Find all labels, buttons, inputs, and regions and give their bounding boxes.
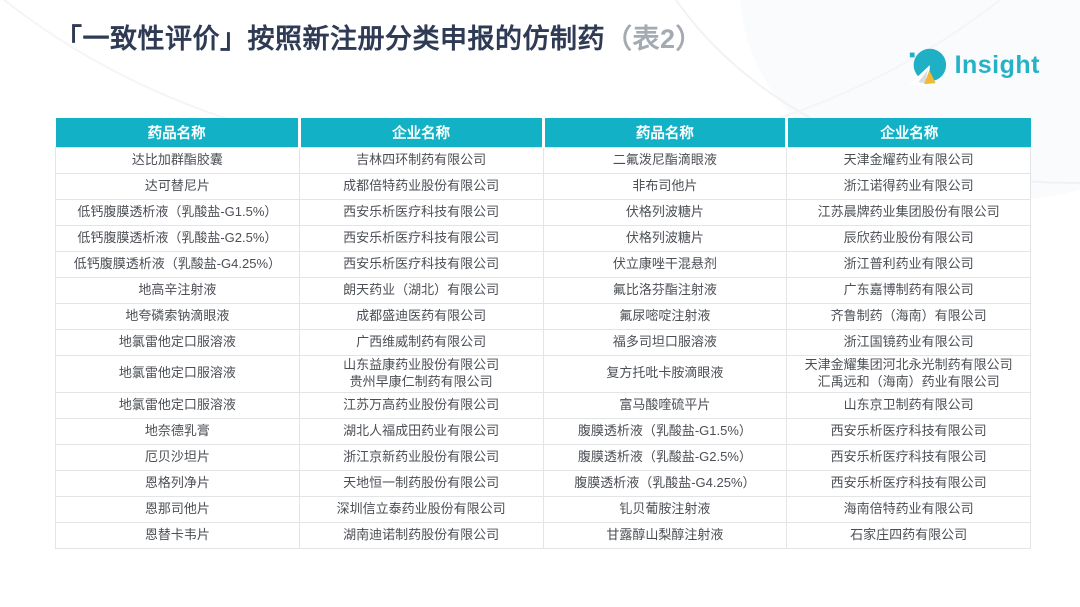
- drug-name-cell: 伏格列波糖片: [542, 199, 788, 226]
- company-name-cell: 海南倍特药业有限公司: [786, 495, 1031, 523]
- drug-name-cell: 腹膜透析液（乳酸盐-G4.25%）: [542, 469, 788, 497]
- page-header: 「一致性评价」按照新注册分类申报的仿制药（表2） Insight: [55, 22, 1040, 86]
- company-name-cell: 朗天药业（湖北）有限公司: [298, 277, 544, 304]
- table-row: 恩那司他片 深圳信立泰药业股份有限公司 钆贝葡胺注射液 海南倍特药业有限公司: [55, 495, 1031, 523]
- drug-name-cell: 伏格列波糖片: [542, 225, 788, 252]
- brand-logo: Insight: [906, 44, 1040, 86]
- company-name-cell: 深圳信立泰药业股份有限公司: [298, 495, 544, 523]
- drug-name-cell: 伏立康唑干混悬剂: [542, 251, 788, 278]
- company-name-cell: 西安乐析医疗科技有限公司: [786, 443, 1031, 471]
- table-row: 达比加群酯胶囊 吉林四环制药有限公司 二氟泼尼酯滴眼液 天津金耀药业有限公司: [55, 147, 1031, 174]
- drug-name-cell: 地氯雷他定口服溶液: [55, 391, 300, 419]
- table-row: 地夸磷索钠滴眼液 成都盛迪医药有限公司 氟尿嘧啶注射液 齐鲁制药（海南）有限公司: [55, 303, 1031, 330]
- company-name-cell: 吉林四环制药有限公司: [298, 147, 544, 174]
- drug-name-cell: 腹膜透析液（乳酸盐-G2.5%）: [542, 443, 788, 471]
- generic-drugs-table-container: 药品名称 企业名称 药品名称 企业名称 达比加群酯胶囊 吉林四环制药有限公司 二…: [55, 118, 1031, 549]
- drug-name-cell: 地夸磷索钠滴眼液: [55, 303, 300, 330]
- drug-name-cell: 低钙腹膜透析液（乳酸盐-G2.5%）: [55, 225, 300, 252]
- table-row: 地氯雷他定口服溶液 江苏万高药业股份有限公司 富马酸喹硫平片 山东京卫制药有限公…: [55, 391, 1031, 419]
- company-name-cell: 西安乐析医疗科技有限公司: [786, 417, 1031, 445]
- company-name-cell: 浙江京新药业股份有限公司: [298, 443, 544, 471]
- column-header-company-name-right: 企业名称: [786, 118, 1031, 148]
- company-name-cell: 江苏万高药业股份有限公司: [298, 391, 544, 419]
- company-name-cell: 浙江国镜药业有限公司: [786, 329, 1031, 356]
- company-name-cell: 西安乐析医疗科技有限公司: [298, 251, 544, 278]
- table-row: 低钙腹膜透析液（乳酸盐-G4.25%） 西安乐析医疗科技有限公司 伏立康唑干混悬…: [55, 251, 1031, 278]
- company-name-cell: 天地恒一制药股份有限公司: [298, 469, 544, 497]
- drug-name-cell: 地氯雷他定口服溶液: [55, 355, 300, 393]
- company-name-cell: 江苏晨牌药业集团股份有限公司: [786, 199, 1031, 226]
- company-name-cell: 西安乐析医疗科技有限公司: [298, 199, 544, 226]
- company-name-cell: 广西维威制药有限公司: [298, 329, 544, 356]
- company-name-cell: 浙江普利药业有限公司: [786, 251, 1031, 278]
- company-name-cell: 天津金耀集团河北永光制药有限公司 汇禹远和（海南）药业有限公司: [786, 355, 1031, 393]
- drug-name-cell: 厄贝沙坦片: [55, 443, 300, 471]
- company-name-cell: 成都盛迪医药有限公司: [298, 303, 544, 330]
- table-body: 达比加群酯胶囊 吉林四环制药有限公司 二氟泼尼酯滴眼液 天津金耀药业有限公司 达…: [55, 147, 1031, 549]
- drug-name-cell: 恩那司他片: [55, 495, 300, 523]
- company-name-cell: 辰欣药业股份有限公司: [786, 225, 1031, 252]
- table-row: 地奈德乳膏 湖北人福成田药业有限公司 腹膜透析液（乳酸盐-G1.5%） 西安乐析…: [55, 417, 1031, 445]
- drug-name-cell: 氟比洛芬酯注射液: [542, 277, 788, 304]
- company-name-cell: 浙江诺得药业有限公司: [786, 173, 1031, 200]
- page-title-suffix: （表2）: [605, 24, 704, 54]
- brand-name: Insight: [954, 50, 1040, 79]
- drug-name-cell: 达可替尼片: [55, 173, 300, 200]
- table-row: 低钙腹膜透析液（乳酸盐-G1.5%） 西安乐析医疗科技有限公司 伏格列波糖片 江…: [55, 199, 1031, 226]
- company-name-cell: 成都倍特药业股份有限公司: [298, 173, 544, 200]
- table-row: 恩替卡韦片 湖南迪诺制药股份有限公司 甘露醇山梨醇注射液 石家庄四药有限公司: [55, 521, 1031, 549]
- company-name-cell: 天津金耀药业有限公司: [786, 147, 1031, 174]
- drug-name-cell: 二氟泼尼酯滴眼液: [542, 147, 788, 174]
- drug-name-cell: 复方托吡卡胺滴眼液: [542, 355, 788, 393]
- drug-name-cell: 腹膜透析液（乳酸盐-G1.5%）: [542, 417, 788, 445]
- company-name-cell: 湖北人福成田药业有限公司: [298, 417, 544, 445]
- drug-name-cell: 氟尿嘧啶注射液: [542, 303, 788, 330]
- drug-name-cell: 低钙腹膜透析液（乳酸盐-G4.25%）: [55, 251, 300, 278]
- drug-name-cell: 低钙腹膜透析液（乳酸盐-G1.5%）: [55, 199, 300, 226]
- company-name-cell: 石家庄四药有限公司: [786, 521, 1031, 549]
- drug-name-cell: 非布司他片: [542, 173, 788, 200]
- table-row: 厄贝沙坦片 浙江京新药业股份有限公司 腹膜透析液（乳酸盐-G2.5%） 西安乐析…: [55, 443, 1031, 471]
- company-name-cell: 西安乐析医疗科技有限公司: [786, 469, 1031, 497]
- table-row: 恩格列净片 天地恒一制药股份有限公司 腹膜透析液（乳酸盐-G4.25%） 西安乐…: [55, 469, 1031, 497]
- table-header: 药品名称 企业名称 药品名称 企业名称: [55, 118, 1031, 148]
- drug-name-cell: 恩格列净片: [55, 469, 300, 497]
- drug-name-cell: 富马酸喹硫平片: [542, 391, 788, 419]
- drug-name-cell: 甘露醇山梨醇注射液: [542, 521, 788, 549]
- column-header-drug-name-right: 药品名称: [543, 118, 789, 148]
- company-name-cell: 广东嘉博制药有限公司: [786, 277, 1031, 304]
- table-row: 低钙腹膜透析液（乳酸盐-G2.5%） 西安乐析医疗科技有限公司 伏格列波糖片 辰…: [55, 225, 1031, 252]
- drug-name-cell: 达比加群酯胶囊: [55, 147, 300, 174]
- drug-name-cell: 福多司坦口服溶液: [542, 329, 788, 356]
- column-header-drug-name-left: 药品名称: [55, 118, 301, 148]
- table-header-row: 药品名称 企业名称 药品名称 企业名称: [55, 118, 1031, 148]
- column-header-company-name-left: 企业名称: [299, 118, 545, 148]
- company-name-cell: 湖南迪诺制药股份有限公司: [298, 521, 544, 549]
- company-name-cell: 齐鲁制药（海南）有限公司: [786, 303, 1031, 330]
- table-row: 地高辛注射液 朗天药业（湖北）有限公司 氟比洛芬酯注射液 广东嘉博制药有限公司: [55, 277, 1031, 304]
- drug-name-cell: 恩替卡韦片: [55, 521, 300, 549]
- company-name-cell: 山东京卫制药有限公司: [786, 391, 1031, 419]
- table-row: 地氯雷他定口服溶液 山东益康药业股份有限公司 贵州早康仁制药有限公司 复方托吡卡…: [55, 355, 1031, 393]
- company-name-cell: 西安乐析医疗科技有限公司: [298, 225, 544, 252]
- drug-name-cell: 钆贝葡胺注射液: [542, 495, 788, 523]
- drug-name-cell: 地奈德乳膏: [55, 417, 300, 445]
- generic-drugs-table: 药品名称 企业名称 药品名称 企业名称 达比加群酯胶囊 吉林四环制药有限公司 二…: [55, 118, 1031, 549]
- table-row: 地氯雷他定口服溶液 广西维威制药有限公司 福多司坦口服溶液 浙江国镜药业有限公司: [55, 329, 1031, 356]
- table-row: 达可替尼片 成都倍特药业股份有限公司 非布司他片 浙江诺得药业有限公司: [55, 173, 1031, 200]
- page-title: 「一致性评价」按照新注册分类申报的仿制药（表2）: [55, 22, 703, 57]
- page-title-text: 「一致性评价」按照新注册分类申报的仿制药: [55, 24, 605, 54]
- pie-chart-logo-icon: [906, 44, 948, 86]
- drug-name-cell: 地氯雷他定口服溶液: [55, 329, 300, 356]
- company-name-cell: 山东益康药业股份有限公司 贵州早康仁制药有限公司: [298, 355, 544, 393]
- drug-name-cell: 地高辛注射液: [55, 277, 300, 304]
